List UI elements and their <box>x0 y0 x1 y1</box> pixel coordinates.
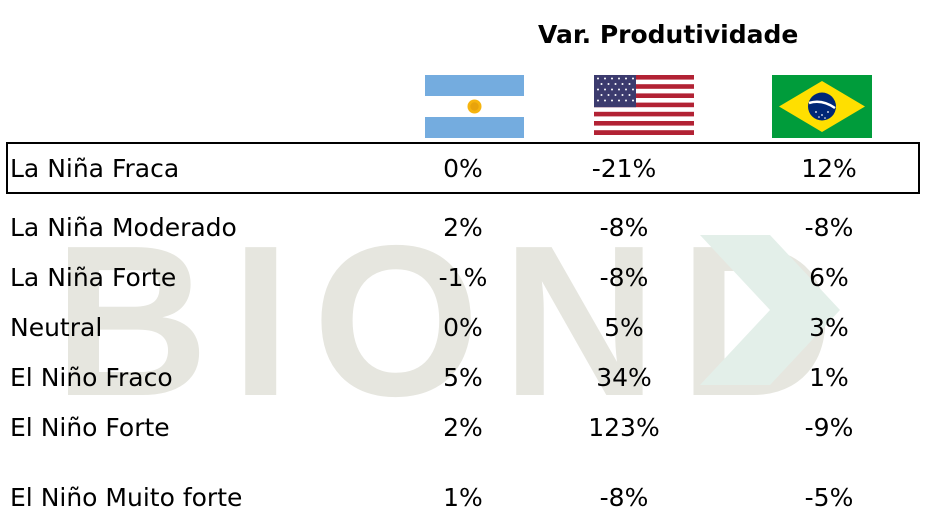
table-row-el-nino-forte: El Niño Forte 2% 123% -9% <box>0 402 940 452</box>
cell-usa: 123% <box>588 412 660 442</box>
cell-brazil: -5% <box>804 482 854 512</box>
cell-brazil: -9% <box>804 412 854 442</box>
cell-argentina: 0% <box>443 312 483 342</box>
cell-argentina: 2% <box>443 412 483 442</box>
table-row-el-nino-fraco: El Niño Fraco 5% 34% 1% <box>0 352 940 402</box>
row-label: La Niña Moderado <box>10 212 237 242</box>
row-label: La Niña Fraca <box>10 153 180 183</box>
cell-brazil: 3% <box>809 312 849 342</box>
table-row-el-nino-muito-forte: El Niño Muito forte 1% -8% -5% <box>0 472 940 522</box>
table-row-la-nina-fraca: La Niña Fraca 0% -21% 12% <box>6 142 920 194</box>
cell-brazil: 12% <box>801 153 857 183</box>
table-row-la-nina-forte: La Niña Forte -1% -8% 6% <box>0 252 940 302</box>
brazil-flag-icon <box>772 75 872 138</box>
row-label: Neutral <box>10 312 103 342</box>
argentina-flag-icon <box>425 75 524 138</box>
table-row-la-nina-moderado: La Niña Moderado 2% -8% -8% <box>0 202 940 252</box>
row-label: La Niña Forte <box>10 262 177 292</box>
row-label: El Niño Fraco <box>10 362 173 392</box>
table-row-neutral: Neutral 0% 5% 3% <box>0 302 940 352</box>
cell-usa: 5% <box>604 312 644 342</box>
cell-usa: 34% <box>596 362 652 392</box>
cell-brazil: 6% <box>809 262 849 292</box>
row-label: El Niño Muito forte <box>10 482 243 512</box>
cell-usa: -8% <box>599 262 649 292</box>
cell-argentina: 0% <box>443 153 483 183</box>
cell-brazil: -8% <box>804 212 854 242</box>
cell-argentina: -1% <box>438 262 488 292</box>
cell-argentina: 1% <box>443 482 483 512</box>
cell-argentina: 5% <box>443 362 483 392</box>
cell-usa: -8% <box>599 482 649 512</box>
column-group-title: Var. Produtividade <box>538 20 799 49</box>
cell-brazil: 1% <box>809 362 849 392</box>
cell-usa: -8% <box>599 212 649 242</box>
row-label: El Niño Forte <box>10 412 170 442</box>
cell-usa: -21% <box>591 153 657 183</box>
usa-flag-icon <box>594 75 694 135</box>
cell-argentina: 2% <box>443 212 483 242</box>
